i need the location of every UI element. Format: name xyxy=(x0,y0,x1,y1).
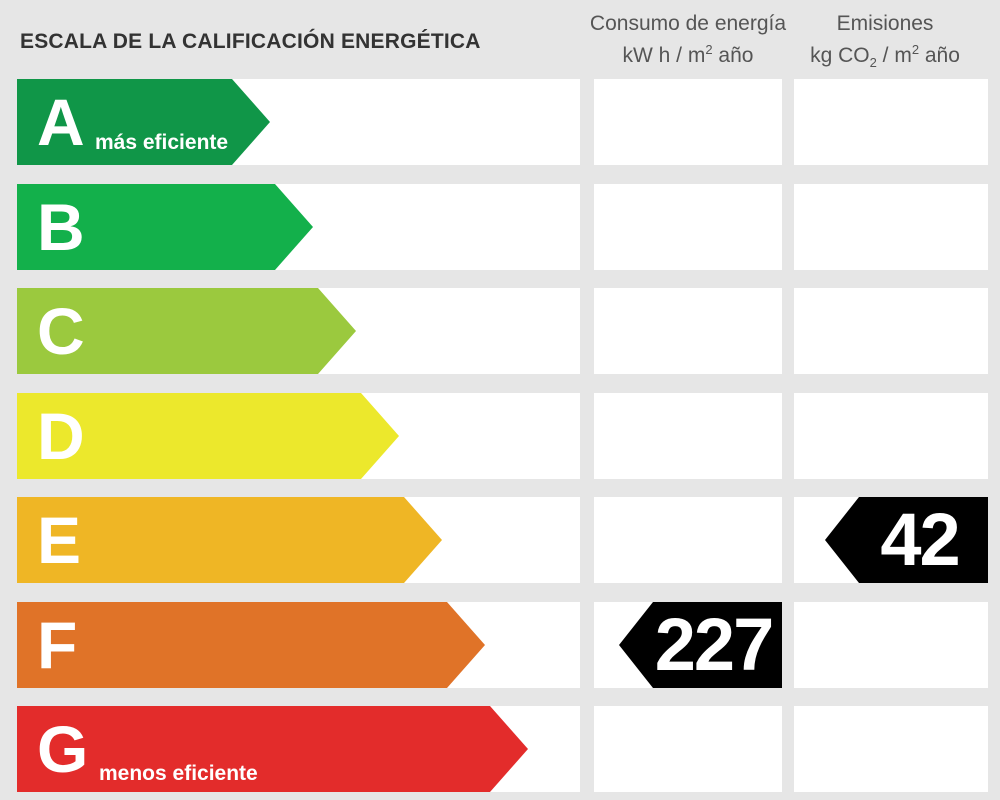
emissions-cell xyxy=(794,602,988,688)
rating-letter: A xyxy=(37,85,85,159)
emissions-cell xyxy=(794,706,988,792)
energy-consumption-marker: 227 xyxy=(619,602,782,688)
energy-cell xyxy=(594,497,782,583)
emissions-cell xyxy=(794,79,988,165)
emissions-cell xyxy=(794,184,988,270)
rating-row-f: F 227 xyxy=(17,602,989,688)
rating-row-e: E 42 xyxy=(17,497,989,583)
energy-column-header: Consumo de energía kW h / m2 año xyxy=(588,8,788,72)
rating-arrow-f: F xyxy=(17,602,485,688)
rating-row-b: B xyxy=(17,184,989,270)
scale-title: ESCALA DE LA CALIFICACIÓN ENERGÉTICA xyxy=(20,30,481,53)
rating-row-c: C xyxy=(17,288,989,374)
energy-cell xyxy=(594,184,782,270)
rating-letter: G xyxy=(37,712,89,786)
emissions-column-header: Emisiones kg CO2 / m2 año xyxy=(790,8,980,72)
emissions-marker: 42 xyxy=(825,497,988,583)
energy-cell xyxy=(594,706,782,792)
emissions-cell xyxy=(794,393,988,479)
rating-arrow-b: B xyxy=(17,184,313,270)
energy-header-label: Consumo de energía xyxy=(589,12,787,35)
energy-consumption-marker-value: 227 xyxy=(654,603,774,686)
rating-label: más eficiente xyxy=(95,131,229,154)
rating-letter: D xyxy=(37,399,85,473)
energy-cell xyxy=(594,393,782,479)
emissions-cell xyxy=(794,288,988,374)
rating-letter: F xyxy=(37,608,78,682)
rating-letter: B xyxy=(37,190,85,264)
emissions-marker-value: 42 xyxy=(880,498,960,581)
rating-arrow-d: D xyxy=(17,393,399,479)
energy-header-unit: kW h / m2 año xyxy=(622,42,754,67)
rating-label: menos eficiente xyxy=(99,762,258,785)
energy-cell xyxy=(594,288,782,374)
rating-row-d: D xyxy=(17,393,989,479)
rating-letter: E xyxy=(37,503,82,577)
energy-cell xyxy=(594,79,782,165)
emissions-header-label: Emisiones xyxy=(836,12,934,35)
rating-arrow-c: C xyxy=(17,288,356,374)
rating-arrow-e: E xyxy=(17,497,442,583)
rating-letter: C xyxy=(37,294,85,368)
emissions-header-unit: kg CO2 / m2 año xyxy=(810,42,960,71)
